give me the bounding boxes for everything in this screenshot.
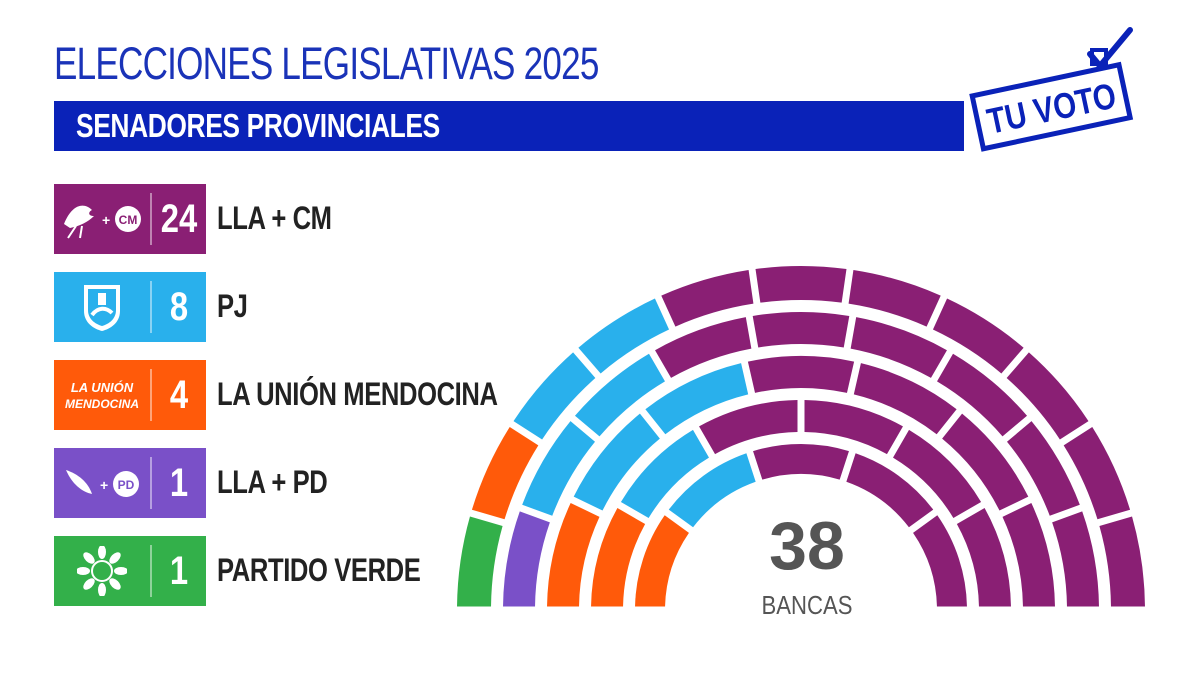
sunflower-logo-icon: [54, 536, 150, 606]
seat-lla-cm: [850, 317, 947, 378]
seat-pj: [573, 413, 660, 511]
seat-lla-cm: [853, 363, 957, 435]
seat-lla-cm: [956, 508, 1011, 607]
seat-count-pj: 8: [169, 284, 189, 329]
legend-row-partido-verde: 1 PARTIDO VERDE: [54, 536, 484, 606]
legend: + CM 24 LLA + CM 8 PJ: [54, 184, 498, 624]
svg-text:+: +: [100, 477, 108, 493]
seat-pj: [522, 421, 596, 516]
checkmark-icon: [1087, 27, 1133, 69]
svg-text:LA UNIÓN: LA UNIÓN: [71, 380, 134, 395]
party-name-lla-pd: LLA + PD: [217, 464, 328, 500]
seat-lla-cm: [848, 270, 941, 327]
union-mendocina-logo-icon: LA UNIÓN MENDOCINA: [54, 360, 150, 430]
seat-lla-cm: [755, 266, 847, 303]
seat-lla-cm: [1006, 352, 1089, 440]
legend-box-partido-verde: 1: [54, 536, 206, 606]
legend-row-lla-pd: + PD 1 LLA + PD: [54, 448, 484, 518]
svg-text:PD: PD: [118, 478, 135, 492]
seat-lla-cm: [661, 270, 754, 327]
seat-lla-cm: [932, 298, 1024, 374]
seat-count-lla-cm: 24: [160, 196, 198, 241]
legend-box-pj: 8: [54, 272, 206, 342]
seat-pj: [620, 429, 709, 518]
seat-pj: [513, 352, 596, 440]
seat-lla-cm: [753, 444, 849, 480]
seat-lla-cm: [1063, 426, 1131, 520]
party-name-lla-cm: LLA + CM: [217, 200, 332, 236]
seat-la-uni-n-mendocina: [471, 426, 539, 520]
page-title: ELECCIONES LEGISLATIVAS 2025: [54, 38, 599, 89]
eagle-cm-logo-icon: + CM: [54, 184, 150, 254]
seat-lla-cm: [1002, 502, 1055, 607]
wing-pd-logo-icon: + PD: [54, 448, 150, 518]
seat-lla-pd: [503, 511, 550, 607]
svg-text:MENDOCINA: MENDOCINA: [65, 397, 139, 411]
seat-la-uni-n-mendocina: [547, 502, 600, 607]
seat-lla-cm: [846, 453, 934, 528]
seat-la-uni-n-mendocina: [591, 508, 646, 607]
seat-la-uni-n-mendocina: [635, 515, 689, 607]
seat-lla-cm: [804, 400, 903, 455]
subtitle-banner: SENADORES PROVINCIALES: [54, 101, 964, 151]
total-seats-label: BANCAS: [761, 590, 853, 620]
total-seats: 38: [769, 508, 845, 584]
seat-lla-cm: [655, 317, 752, 378]
seat-lla-cm: [699, 400, 798, 455]
seat-count-partido-verde: 1: [169, 548, 189, 593]
party-name-pj: PJ: [217, 288, 248, 324]
seat-lla-cm: [752, 312, 850, 348]
seat-lla-cm: [1099, 516, 1145, 607]
seat-count-union-mendocina: 4: [169, 372, 189, 417]
seat-pj: [578, 298, 670, 374]
seat-pj: [574, 353, 665, 437]
seat-lla-cm: [893, 429, 982, 518]
legend-row-pj: 8 PJ: [54, 272, 484, 342]
seat-pj: [645, 363, 749, 435]
seat-lla-cm: [1052, 511, 1099, 607]
seat-pj: [668, 453, 756, 528]
legend-row-lla-cm: + CM 24 LLA + CM: [54, 184, 484, 254]
legend-row-union-mendocina: LA UNIÓN MENDOCINA 4 LA UNIÓN MENDOCINA: [54, 360, 498, 430]
seat-lla-cm: [1006, 421, 1080, 516]
seat-count-lla-pd: 1: [169, 460, 189, 505]
pj-shield-logo-icon: [54, 272, 150, 342]
seat-lla-cm: [942, 413, 1029, 511]
legend-box-union-mendocina: LA UNIÓN MENDOCINA 4: [54, 360, 206, 430]
seat-lla-cm: [937, 353, 1028, 437]
party-name-partido-verde: PARTIDO VERDE: [217, 552, 421, 588]
page-subtitle: SENADORES PROVINCIALES: [76, 107, 440, 144]
seat-partido-verde: [457, 516, 503, 607]
party-name-union-mendocina: LA UNIÓN MENDOCINA: [217, 376, 498, 412]
logo-frame: [969, 61, 1134, 152]
seat-lla-cm: [747, 356, 855, 393]
svg-text:CM: CM: [119, 213, 138, 227]
seat-lla-cm: [913, 515, 967, 607]
legend-box-lla-cm: + CM 24: [54, 184, 206, 254]
svg-text:+: +: [102, 212, 110, 228]
tu-voto-logo: TU VOTO: [969, 27, 1134, 152]
legend-box-lla-pd: + PD 1: [54, 448, 206, 518]
